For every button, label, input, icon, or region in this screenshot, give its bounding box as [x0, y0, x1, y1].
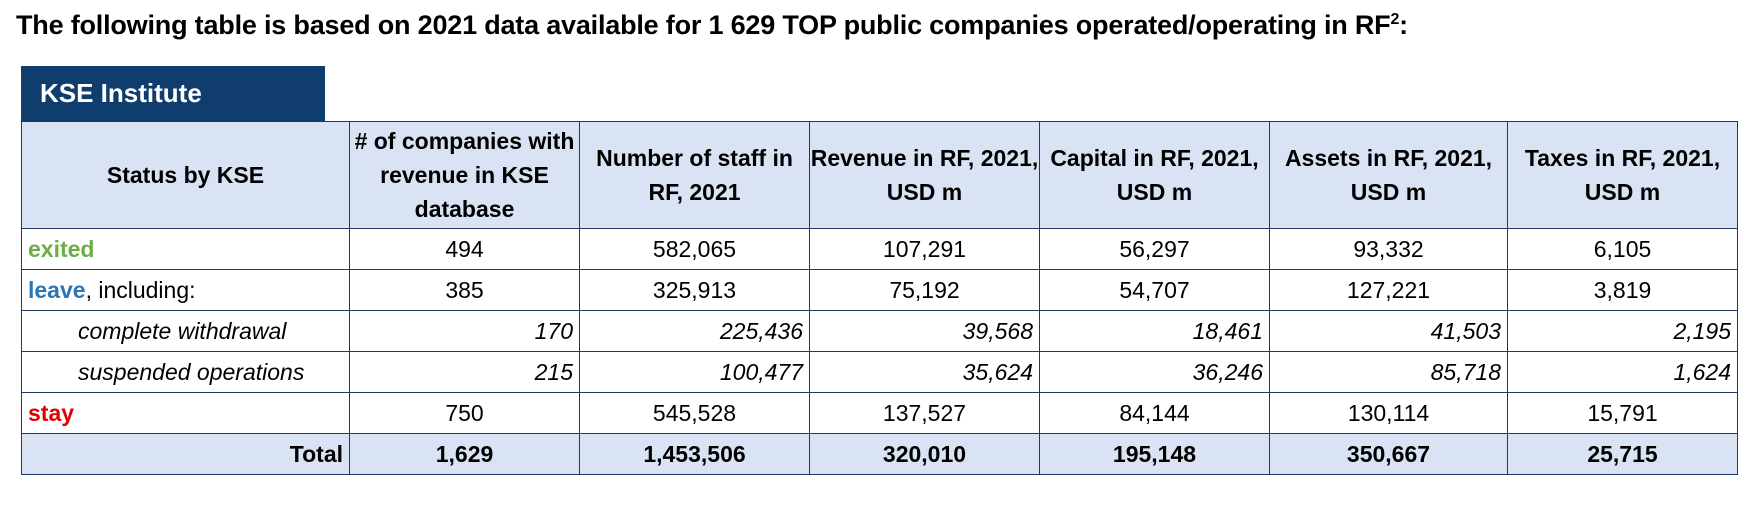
- value-cell: 54,707: [1039, 269, 1270, 311]
- total-cell: 25,715: [1507, 433, 1738, 475]
- header-assets: Assets in RF, 2021, USD m: [1269, 121, 1508, 229]
- value-cell: 93,332: [1269, 228, 1508, 270]
- table-row-leave: leave, including: 385 325,913 75,192 54,…: [21, 269, 1738, 311]
- footnote-marker: 2: [1390, 11, 1400, 28]
- value-cell: 85,718: [1269, 351, 1508, 393]
- total-cell: 1,629: [349, 433, 580, 475]
- status-cell: exited: [21, 228, 350, 270]
- value-cell: 137,527: [809, 392, 1040, 434]
- value-cell: 2,195: [1507, 310, 1738, 352]
- status-cell: leave, including:: [21, 269, 350, 311]
- value-cell: 750: [349, 392, 580, 434]
- value-cell: 84,144: [1039, 392, 1270, 434]
- value-cell: 107,291: [809, 228, 1040, 270]
- value-cell: 127,221: [1269, 269, 1508, 311]
- value-cell: 1,624: [1507, 351, 1738, 393]
- value-cell: 215: [349, 351, 580, 393]
- value-cell: 582,065: [579, 228, 810, 270]
- status-leave: leave: [28, 276, 86, 303]
- kse-institute-label: KSE Institute: [21, 66, 325, 123]
- total-cell: 350,667: [1269, 433, 1508, 475]
- value-cell: 130,114: [1269, 392, 1508, 434]
- value-cell: 385: [349, 269, 580, 311]
- total-cell: 195,148: [1039, 433, 1270, 475]
- value-cell: 225,436: [579, 310, 810, 352]
- status-exited: exited: [28, 235, 95, 262]
- page-title: The following table is based on 2021 dat…: [16, 10, 1408, 40]
- value-cell: 170: [349, 310, 580, 352]
- value-cell: 18,461: [1039, 310, 1270, 352]
- value-cell: 41,503: [1269, 310, 1508, 352]
- table-row-exited: exited 494 582,065 107,291 56,297 93,332…: [21, 228, 1738, 270]
- header-status: Status by KSE: [21, 121, 350, 229]
- status-cell: stay: [21, 392, 350, 434]
- status-suffix: , including:: [85, 276, 196, 303]
- header-companies: # of companies with revenue in KSE datab…: [349, 121, 580, 229]
- value-cell: 100,477: [579, 351, 810, 393]
- value-cell: 75,192: [809, 269, 1040, 311]
- header-capital: Capital in RF, 2021, USD m: [1039, 121, 1270, 229]
- status-cell: complete withdrawal: [21, 310, 350, 352]
- table-header-row: Status by KSE # of companies with revenu…: [21, 121, 1738, 229]
- header-revenue: Revenue in RF, 2021, USD m: [809, 121, 1040, 229]
- total-cell: 320,010: [809, 433, 1040, 475]
- value-cell: 35,624: [809, 351, 1040, 393]
- value-cell: 36,246: [1039, 351, 1270, 393]
- value-cell: 15,791: [1507, 392, 1738, 434]
- status-stay: stay: [28, 399, 75, 426]
- value-cell: 56,297: [1039, 228, 1270, 270]
- companies-table: Status by KSE # of companies with revenu…: [21, 121, 1738, 475]
- total-label: Total: [21, 433, 350, 475]
- value-cell: 3,819: [1507, 269, 1738, 311]
- value-cell: 545,528: [579, 392, 810, 434]
- value-cell: 494: [349, 228, 580, 270]
- value-cell: 325,913: [579, 269, 810, 311]
- table-row-stay: stay 750 545,528 137,527 84,144 130,114 …: [21, 392, 1738, 434]
- header-taxes: Taxes in RF, 2021, USD m: [1507, 121, 1738, 229]
- header-staff: Number of staff in RF, 2021: [579, 121, 810, 229]
- status-cell: suspended operations: [21, 351, 350, 393]
- total-cell: 1,453,506: [579, 433, 810, 475]
- value-cell: 39,568: [809, 310, 1040, 352]
- table-row-suspended-operations: suspended operations 215 100,477 35,624 …: [21, 351, 1738, 393]
- table-row-complete-withdrawal: complete withdrawal 170 225,436 39,568 1…: [21, 310, 1738, 352]
- table-row-total: Total 1,629 1,453,506 320,010 195,148 35…: [21, 433, 1738, 475]
- value-cell: 6,105: [1507, 228, 1738, 270]
